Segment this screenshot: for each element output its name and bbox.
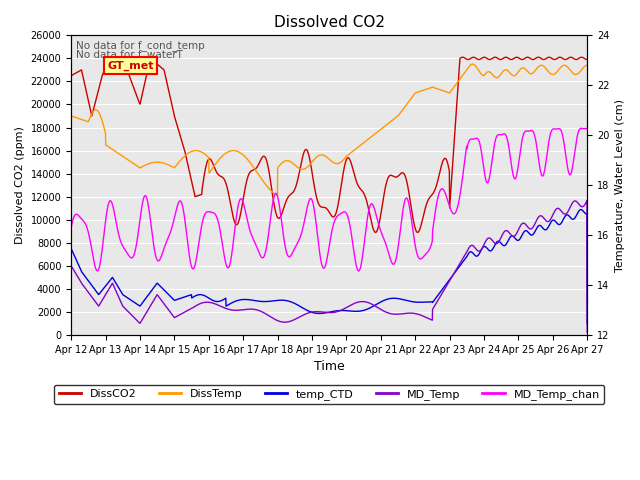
temp_CTD <box>305 308 312 314</box>
temp_CTD <box>584 321 591 326</box>
DissTemp <box>474 67 482 72</box>
Line: DissCO2: DissCO2 <box>71 57 588 232</box>
temp_CTD <box>568 216 576 222</box>
DissTemp <box>319 152 326 158</box>
DissCO2 <box>569 55 577 60</box>
MD_Temp <box>568 201 576 206</box>
MD_Temp <box>305 310 312 316</box>
DissCO2 <box>67 73 75 79</box>
MD_Temp <box>474 248 481 253</box>
Text: No data for f_waterT: No data for f_waterT <box>76 49 183 60</box>
temp_CTD <box>67 246 75 252</box>
MD_Temp_chan <box>568 166 576 171</box>
DissTemp <box>67 113 75 119</box>
DissTemp <box>273 192 281 198</box>
DissTemp <box>93 108 101 114</box>
DissTemp <box>584 62 591 68</box>
Text: No data for f_cond_temp: No data for f_cond_temp <box>76 40 205 51</box>
temp_CTD <box>568 216 576 222</box>
temp_CTD <box>93 290 101 296</box>
DissCO2 <box>305 151 312 156</box>
temp_CTD <box>577 207 584 213</box>
DissCO2 <box>474 57 482 62</box>
X-axis label: Time: Time <box>314 360 344 373</box>
MD_Temp_chan <box>474 136 482 142</box>
DissCO2 <box>93 91 101 96</box>
MD_Temp_chan <box>577 125 585 131</box>
MD_Temp_chan <box>355 268 363 274</box>
temp_CTD <box>474 253 481 259</box>
MD_Temp_chan <box>569 164 577 170</box>
MD_Temp <box>568 200 576 206</box>
MD_Temp <box>93 301 101 307</box>
Text: GT_met: GT_met <box>108 61 154 71</box>
Y-axis label: Dissolved CO2 (ppm): Dissolved CO2 (ppm) <box>15 126 25 244</box>
Line: MD_Temp_chan: MD_Temp_chan <box>71 128 588 271</box>
DissTemp <box>468 61 476 67</box>
Line: DissTemp: DissTemp <box>71 64 588 195</box>
MD_Temp_chan <box>305 200 312 205</box>
Line: MD_Temp: MD_Temp <box>71 201 588 333</box>
DissCO2 <box>492 54 499 60</box>
temp_CTD <box>318 311 326 316</box>
Y-axis label: Temperature, Water Level (cm): Temperature, Water Level (cm) <box>615 99 625 272</box>
Legend: DissCO2, DissTemp, temp_CTD, MD_Temp, MD_Temp_chan: DissCO2, DissTemp, temp_CTD, MD_Temp, MD… <box>54 384 604 404</box>
MD_Temp_chan <box>318 263 326 268</box>
MD_Temp <box>583 198 591 204</box>
MD_Temp_chan <box>584 126 591 132</box>
DissCO2 <box>569 55 577 61</box>
MD_Temp <box>67 263 75 269</box>
DissTemp <box>569 70 577 76</box>
Title: Dissolved CO2: Dissolved CO2 <box>274 15 385 30</box>
DissCO2 <box>318 204 326 210</box>
Line: temp_CTD: temp_CTD <box>71 210 588 324</box>
MD_Temp <box>318 309 326 315</box>
MD_Temp <box>584 330 591 336</box>
DissCO2 <box>584 57 591 62</box>
DissTemp <box>305 163 312 169</box>
DissCO2 <box>414 229 422 235</box>
MD_Temp_chan <box>67 225 75 231</box>
MD_Temp_chan <box>93 268 101 274</box>
DissTemp <box>569 70 577 76</box>
